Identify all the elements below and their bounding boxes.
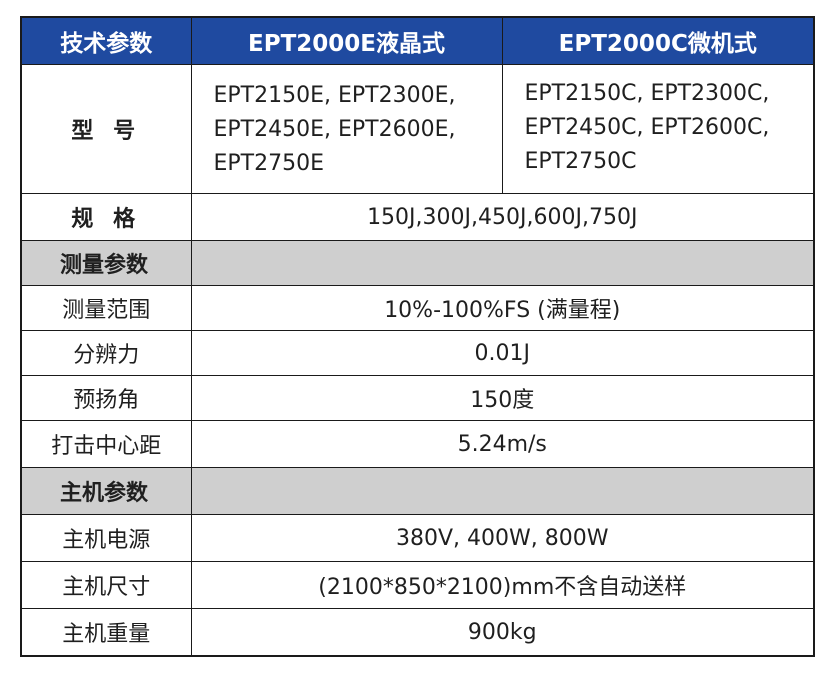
spec-value: 150J,300J,450J,600J,750J: [190, 193, 815, 241]
model-row: 型 号 EPT2150E, EPT2300E, EPT2450E, EPT260…: [20, 64, 815, 194]
computer-model-line: EPT2150C, EPT2300C,: [524, 81, 770, 106]
row-label: 分辨力: [20, 330, 192, 376]
section-row-host: 主机参数: [20, 467, 815, 515]
computer-model-line: EPT2450C, EPT2600C,: [524, 115, 770, 140]
header-lcd-model: EPT2000E液晶式: [190, 16, 503, 65]
row-value: 10%-100%FS (满量程): [190, 285, 815, 331]
header-parameters: 技术参数: [20, 16, 192, 65]
row-label: 预扬角: [20, 375, 192, 421]
table-row: 测量范围 10%-100%FS (满量程): [20, 285, 815, 331]
section-title-measure: 测量参数: [20, 240, 192, 286]
row-label: 主机电源: [20, 514, 192, 562]
table-row: 打击中心距 5.24m/s: [20, 420, 815, 468]
row-value: 5.24m/s: [190, 420, 815, 468]
row-value: 380V, 400W, 800W: [190, 514, 815, 562]
row-label: 测量范围: [20, 285, 192, 331]
row-value: 0.01J: [190, 330, 815, 376]
lcd-model-line: EPT2450E, EPT2600E,: [213, 117, 456, 142]
lcd-model-line: EPT2150E, EPT2300E,: [213, 83, 456, 108]
lcd-model-line: EPT2750E: [213, 151, 325, 176]
row-value: (2100*850*2100)mm不含自动送样: [190, 561, 815, 609]
table-row: 预扬角 150度: [20, 375, 815, 421]
table-row: 分辨力 0.01J: [20, 330, 815, 376]
section-row-measure: 测量参数: [20, 240, 815, 286]
section-fill: [190, 467, 815, 515]
row-label: 打击中心距: [20, 420, 192, 468]
computer-model-list: EPT2150C, EPT2300C, EPT2450C, EPT2600C, …: [501, 64, 815, 194]
table-header-row: 技术参数 EPT2000E液晶式 EPT2000C微机式: [20, 16, 815, 65]
spec-label: 规 格: [20, 193, 192, 241]
table-row: 主机重量 900kg: [20, 608, 815, 657]
row-value: 900kg: [190, 608, 815, 657]
spec-row: 规 格 150J,300J,450J,600J,750J: [20, 193, 815, 241]
lcd-model-list: EPT2150E, EPT2300E, EPT2450E, EPT2600E, …: [190, 64, 503, 194]
header-computer-model: EPT2000C微机式: [501, 16, 815, 65]
row-label: 主机尺寸: [20, 561, 192, 609]
table-row: 主机尺寸 (2100*850*2100)mm不含自动送样: [20, 561, 815, 609]
spec-table-container: 技术参数 EPT2000E液晶式 EPT2000C微机式 型 号 EPT2150…: [20, 16, 815, 657]
row-value: 150度: [190, 375, 815, 421]
model-label: 型 号: [20, 64, 192, 194]
section-title-host: 主机参数: [20, 467, 192, 515]
table-row: 主机电源 380V, 400W, 800W: [20, 514, 815, 562]
computer-model-line: EPT2750C: [524, 149, 637, 174]
section-fill: [190, 240, 815, 286]
technical-parameters-table: 技术参数 EPT2000E液晶式 EPT2000C微机式 型 号 EPT2150…: [20, 16, 815, 657]
row-label: 主机重量: [20, 608, 192, 657]
